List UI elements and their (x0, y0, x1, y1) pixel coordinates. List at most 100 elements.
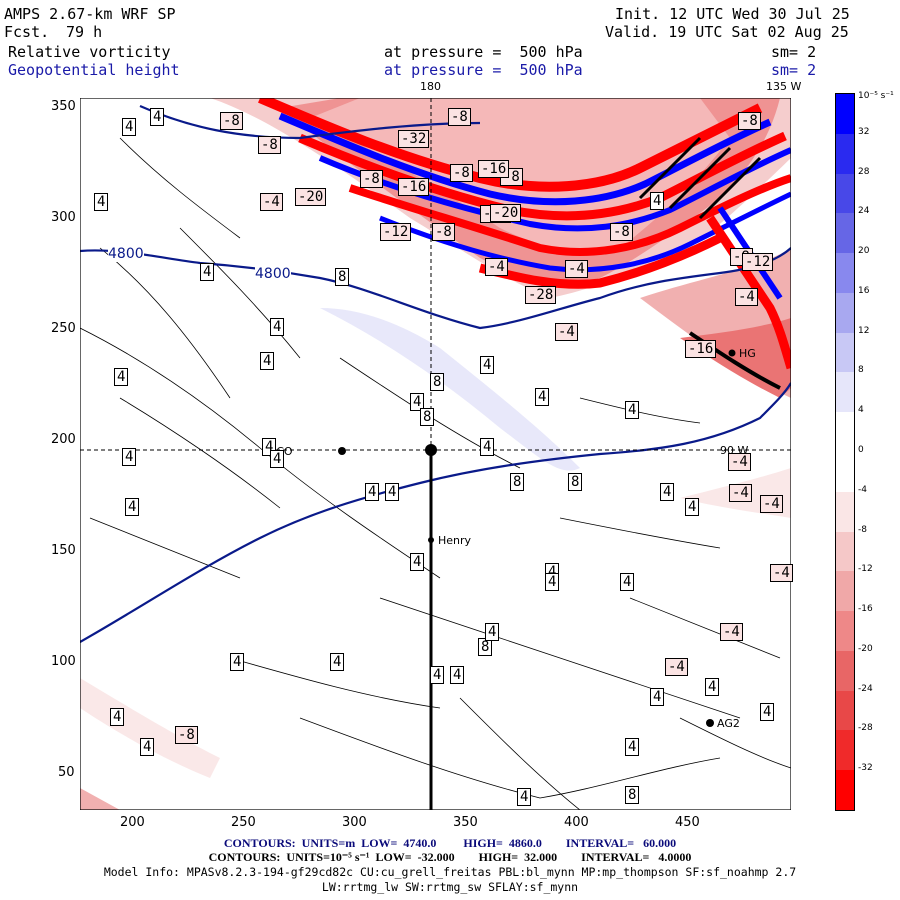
vorticity-label: 4 (365, 483, 380, 501)
vorticity-label: -4 (260, 193, 283, 211)
vorticity-label: -4 (555, 323, 578, 341)
colorbar-swatch (836, 452, 854, 493)
vorticity-label: 4 (230, 653, 245, 671)
colorbar-label: 12 (858, 325, 870, 336)
colorbar-swatch (836, 133, 854, 175)
colorbar-label: -16 (858, 604, 873, 615)
vorticity-label: -8 (175, 726, 198, 744)
vorticity-label: -8 (738, 112, 761, 130)
colorbar-swatch (836, 770, 854, 811)
station-dot-ag2 (706, 719, 714, 727)
y-tick-300: 300 (51, 210, 76, 225)
x-tick-450: 450 (675, 815, 700, 830)
vorticity-label: -16 (398, 178, 430, 196)
footer-model-info: Model Info: MPASv8.2.3-194-gf29cd82c CU:… (103, 865, 797, 879)
colorbar-swatch (836, 173, 854, 214)
vorticity-label: -8 (450, 164, 473, 182)
y-tick-350: 350 (51, 99, 76, 114)
vorticity-label: 4 (545, 573, 560, 591)
vorticity-label: 8 (568, 473, 583, 491)
colorbar-swatch (836, 571, 854, 612)
colorbar-swatch (836, 372, 854, 413)
vorticity-label: -8 (360, 170, 383, 188)
vorticity-label: 8 (510, 473, 525, 491)
origin-marker (425, 444, 437, 456)
vorticity-label: 4 (150, 108, 165, 126)
vorticity-label: 4 (270, 450, 285, 468)
colorbar-label: 16 (858, 285, 870, 296)
colorbar-label: 28 (858, 166, 870, 177)
init-time: Init. 12 UTC Wed 30 Jul 25 (615, 5, 850, 23)
map-svg (79, 97, 792, 811)
vorticity-contours (80, 137, 791, 810)
x-tick-250: 250 (231, 815, 256, 830)
colorbar-label: 0 (858, 445, 864, 455)
vorticity-label: -4 (665, 658, 688, 676)
station-ag2: AG2 (717, 717, 740, 730)
map-plot[interactable]: NCO Henry AG2 HG 4800 4800 44-8-8-32-8-8… (79, 97, 793, 811)
vorticity-label: -4 (729, 484, 752, 502)
vorticity-label: 4 (705, 678, 720, 696)
vorticity-label: 8 (625, 786, 640, 804)
station-henry: Henry (438, 534, 472, 547)
station-hg: HG (739, 347, 756, 360)
vorticity-label: -4 (735, 288, 758, 306)
vorticity-label: 4 (517, 788, 532, 806)
vorticity-label: 8 (335, 268, 350, 286)
colorbar-label: -8 (858, 524, 867, 535)
vorticity-label: 4 (760, 703, 775, 721)
vorticity-label: -4 (728, 453, 751, 471)
vorticity-label: 4 (450, 666, 465, 684)
smoothing1: sm= 2 (771, 43, 817, 61)
colorbar-label: -12 (858, 564, 873, 575)
colorbar-label: 24 (858, 206, 870, 217)
vorticity-label: -20 (295, 188, 327, 206)
colorbar-label: 4 (858, 405, 864, 416)
y-tick-200: 200 (51, 432, 76, 447)
vorticity-label: 4 (430, 666, 445, 684)
vorticity-label: 8 (430, 373, 445, 391)
vorticity-label: -28 (525, 286, 557, 304)
height-contours (80, 104, 791, 643)
vorticity-label: -4 (760, 495, 783, 513)
height-label-4800-a: 4800 (108, 246, 144, 262)
x-tick-350: 350 (453, 815, 478, 830)
vorticity-label: -12 (742, 253, 774, 271)
vorticity-label: 4 (385, 483, 400, 501)
vorticity-label: -8 (432, 223, 455, 241)
vorticity-label: -8 (220, 112, 243, 130)
vorticity-label: -8 (610, 223, 633, 241)
vorticity-label: -16 (478, 160, 510, 178)
vorticity-label: 4 (480, 438, 495, 456)
vorticity-label: 4 (200, 263, 215, 281)
vorticity-label: 4 (114, 368, 129, 386)
vorticity-label: 8 (420, 408, 435, 426)
pressure1: at pressure = 500 hPa (384, 43, 583, 61)
colorbar-swatch (836, 730, 854, 771)
colorbar-swatch (836, 94, 854, 135)
colorbar-label: -28 (858, 723, 873, 734)
colorbar-swatch (836, 491, 854, 533)
x-tick-300: 300 (342, 815, 367, 830)
x-tick-200: 200 (120, 815, 145, 830)
colorbar-label: -20 (858, 643, 873, 654)
lon-label-90w: 90 W (720, 444, 749, 457)
vorticity-label: 4 (650, 192, 665, 210)
colorbar (835, 93, 855, 811)
vorticity-label: 4 (122, 118, 137, 136)
vorticity-label: 4 (480, 356, 495, 374)
field1-title: Relative vorticity (8, 43, 171, 61)
colorbar-swatch (836, 253, 854, 294)
vorticity-label: -16 (685, 340, 717, 358)
vorticity-label: 4 (660, 483, 675, 501)
vorticity-label: -4 (720, 623, 743, 641)
footer-physics: LW:rrtmg_lw SW:rrtmg_sw SFLAY:sf_mynn (321, 880, 579, 894)
vorticity-label: 4 (535, 388, 550, 406)
footer-vorticity-contours: CONTOURS: UNITS=10⁻⁵ s⁻¹ LOW= -32.000 HI… (208, 850, 692, 864)
vorticity-label: 4 (410, 393, 425, 411)
vorticity-bands (258, 98, 791, 390)
station-dot-nco (338, 447, 346, 455)
y-tick-50: 50 (58, 765, 75, 780)
vorticity-label: 4 (110, 708, 125, 726)
station-dot-hg (728, 349, 736, 357)
